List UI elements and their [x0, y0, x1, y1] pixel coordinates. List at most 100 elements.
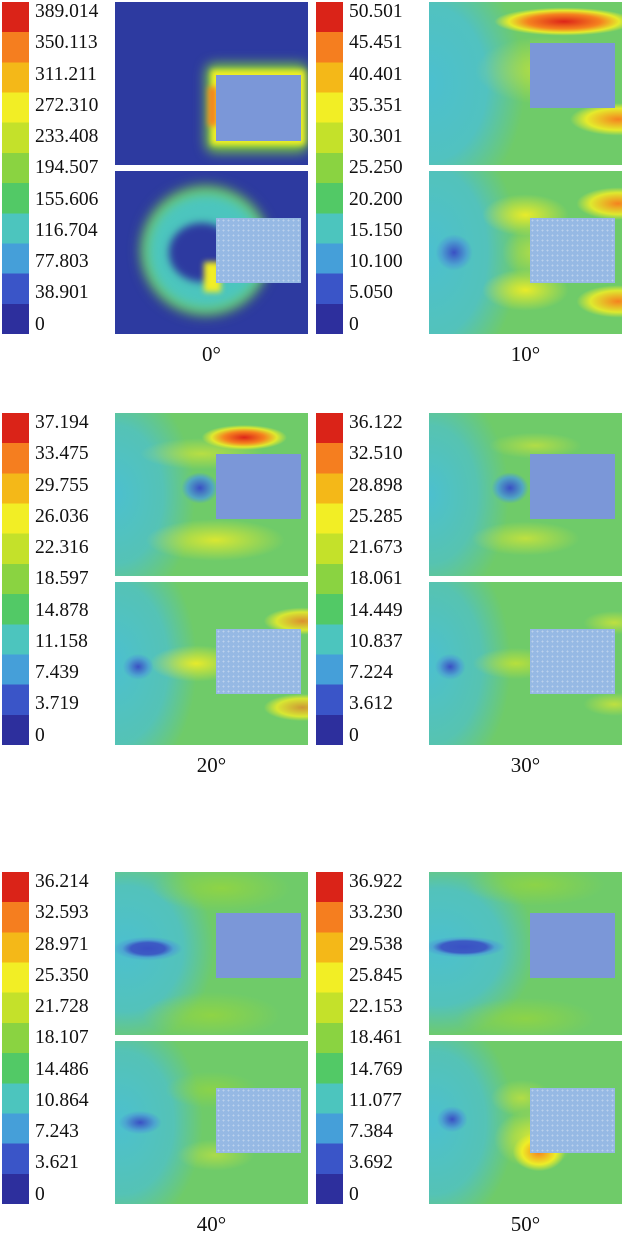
contour-plot-bottom	[115, 1041, 308, 1204]
block-obstacle	[216, 912, 302, 978]
colorbar-tick-label: 116.704	[35, 219, 98, 241]
panel-row-2: 37.194 33.475 29.755 26.036 22.316 18.597 14.8…	[0, 413, 626, 778]
colorbar	[2, 872, 29, 1204]
colorbar-tick-label: 32.593	[35, 902, 89, 924]
block-obstacle	[216, 218, 302, 284]
block-obstacle	[530, 453, 616, 519]
colorbar-tick-label: 0	[35, 313, 45, 335]
block-obstacle	[530, 912, 616, 978]
colorbar-tick-label: 22.316	[35, 537, 89, 558]
contour-panel-10deg: 50.501 45.451 40.401 35.351 30.301 25.250 20.2…	[316, 2, 622, 367]
colorbar-tick-label: 20.200	[349, 188, 403, 210]
colorbar-tick-label: 25.350	[35, 964, 89, 986]
colorbar	[316, 872, 343, 1204]
colorbar-ticks: 36.214 32.593 28.971 25.350 21.728 18.107 14.4…	[35, 872, 115, 1204]
panel-body: 389.014 350.113 311.211 272.310 233.408 194.5…	[2, 2, 308, 334]
contour-plot-top	[429, 413, 622, 576]
colorbar-tick-label: 233.408	[35, 126, 99, 147]
plots-column	[115, 2, 308, 334]
contour-plot-bottom	[115, 171, 308, 334]
angle-label: 40°	[196, 1212, 227, 1236]
colorbar-tick-label: 194.507	[35, 157, 99, 179]
colorbar-tick-label: 36.922	[349, 871, 403, 892]
colorbar-tick-label: 36.122	[349, 412, 403, 433]
colorbar-tick-label: 0	[35, 724, 45, 746]
colorbar-tick-label: 0	[349, 1183, 359, 1205]
plots-column	[429, 2, 622, 334]
colorbar-tick-label: 389.014	[35, 1, 99, 22]
colorbar-tick-label: 0	[35, 1183, 45, 1205]
colorbar-tick-label: 50.501	[349, 1, 403, 22]
contour-plot-top	[429, 2, 622, 165]
block-obstacle	[530, 218, 616, 284]
contour-panel-50deg: 36.922 33.230 29.538 25.845 22.153 18.461 14.7…	[316, 872, 622, 1237]
colorbar-tick-label: 21.673	[349, 537, 403, 558]
colorbar-tick-label: 38.901	[35, 282, 89, 304]
colorbar-tick-label: 25.250	[349, 157, 403, 179]
panel-body: 36.122 32.510 28.898 25.285 21.673 18.061 14.4…	[316, 413, 622, 745]
colorbar-tick-label: 26.036	[35, 505, 89, 527]
colorbar-tick-label: 45.451	[349, 32, 403, 54]
colorbar-tick-label: 14.449	[349, 599, 403, 621]
colorbar-tick-label: 18.597	[35, 568, 89, 590]
colorbar-ticks: 36.922 33.230 29.538 25.845 22.153 18.461 14.7…	[349, 872, 429, 1204]
colorbar-ticks: 37.194 33.475 29.755 26.036 22.316 18.597 14.8…	[35, 413, 115, 745]
contour-panel-40deg: 36.214 32.593 28.971 25.350 21.728 18.107 14.4…	[2, 872, 308, 1237]
panel-row-3: 36.214 32.593 28.971 25.350 21.728 18.107 14.4…	[0, 872, 626, 1237]
colorbar-tick-label: 350.113	[35, 32, 98, 54]
angle-label: 0°	[202, 342, 221, 366]
colorbar-ticks: 36.122 32.510 28.898 25.285 21.673 18.061 14.4…	[349, 413, 429, 745]
colorbar-tick-label: 40.401	[349, 63, 403, 85]
colorbar-ticks: 389.014 350.113 311.211 272.310 233.408 194.5…	[35, 2, 115, 334]
colorbar-tick-label: 21.728	[35, 996, 89, 1017]
colorbar	[316, 413, 343, 745]
contour-panel-0deg: 389.014 350.113 311.211 272.310 233.408 194.5…	[2, 2, 308, 367]
contour-plot-bottom	[429, 582, 622, 745]
colorbar-tick-label: 35.351	[349, 94, 403, 116]
contour-plot-top	[429, 872, 622, 1035]
colorbar-tick-label: 0	[349, 313, 359, 335]
colorbar-tick-label: 28.898	[349, 474, 403, 496]
colorbar-tick-label: 33.475	[35, 443, 89, 465]
contour-plot-bottom	[429, 171, 622, 334]
panel-body: 36.214 32.593 28.971 25.350 21.728 18.107 14.4…	[2, 872, 308, 1204]
contour-plot-bottom	[429, 1041, 622, 1204]
colorbar	[316, 2, 343, 334]
block-obstacle	[530, 1088, 616, 1154]
colorbar-tick-label: 29.538	[349, 933, 403, 955]
block-obstacle	[216, 1088, 302, 1154]
colorbar-tick-label: 33.230	[349, 902, 403, 924]
colorbar-ticks: 50.501 45.451 40.401 35.351 30.301 25.250 20.2…	[349, 2, 429, 334]
colorbar-tick-label: 10.864	[35, 1089, 89, 1111]
plots-column	[429, 872, 622, 1204]
contour-panel-20deg: 37.194 33.475 29.755 26.036 22.316 18.597 14.8…	[2, 413, 308, 778]
colorbar-tick-label: 7.243	[35, 1121, 79, 1142]
colorbar-tick-label: 14.878	[35, 599, 89, 621]
colorbar-tick-label: 32.510	[349, 443, 403, 465]
block-obstacle	[530, 629, 616, 695]
contour-panel-30deg: 36.122 32.510 28.898 25.285 21.673 18.061 14.4…	[316, 413, 622, 778]
angle-label: 10°	[510, 342, 541, 366]
heat-hotspot	[207, 86, 218, 126]
colorbar-tick-label: 25.845	[349, 964, 403, 986]
colorbar-tick-label: 3.692	[349, 1152, 393, 1174]
contour-plot-bottom	[115, 582, 308, 745]
colorbar-tick-label: 0	[349, 724, 359, 746]
angle-label: 50°	[510, 1212, 541, 1236]
colorbar-tick-label: 28.971	[35, 933, 89, 955]
colorbar-tick-label: 3.719	[35, 693, 79, 715]
colorbar-tick-label: 15.150	[349, 219, 403, 241]
colorbar-tick-label: 7.439	[35, 662, 79, 683]
panel-body: 50.501 45.451 40.401 35.351 30.301 25.250 20.2…	[316, 2, 622, 334]
block-obstacle	[216, 453, 302, 519]
colorbar-tick-label: 30.301	[349, 126, 403, 147]
panel-body: 36.922 33.230 29.538 25.845 22.153 18.461 14.7…	[316, 872, 622, 1204]
plots-column	[115, 872, 308, 1204]
colorbar-tick-label: 11.158	[35, 630, 88, 652]
panel-body: 37.194 33.475 29.755 26.036 22.316 18.597 14.8…	[2, 413, 308, 745]
colorbar-tick-label: 22.153	[349, 996, 403, 1017]
plots-column	[115, 413, 308, 745]
block-obstacle	[530, 42, 616, 108]
colorbar-tick-label: 311.211	[35, 63, 97, 85]
